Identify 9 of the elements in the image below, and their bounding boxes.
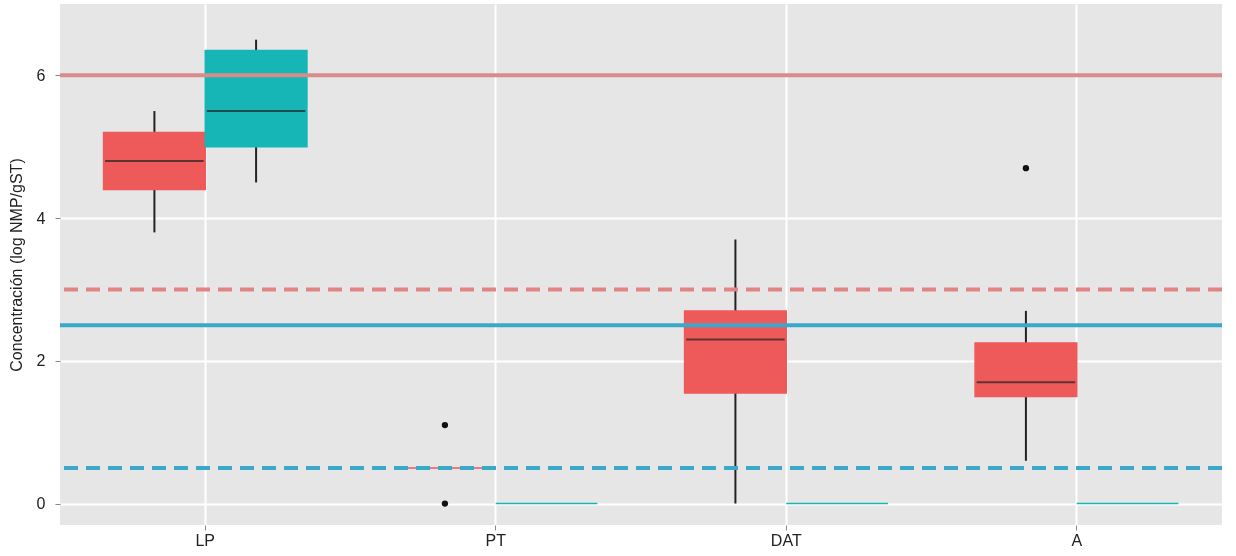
y-axis-title: Concentración (log NMP/gST) [7, 158, 25, 372]
x-tick-label: LP [195, 531, 216, 549]
x-tick-label: PT [485, 531, 507, 549]
y-tick-label: 0 [36, 495, 46, 513]
y-tick-label: 2 [36, 352, 46, 370]
x-tick-label: DAT [770, 531, 802, 549]
y-tick-label: 6 [36, 66, 46, 84]
x-tick-label: A [1071, 531, 1083, 549]
y-tick-label: 4 [36, 209, 46, 227]
